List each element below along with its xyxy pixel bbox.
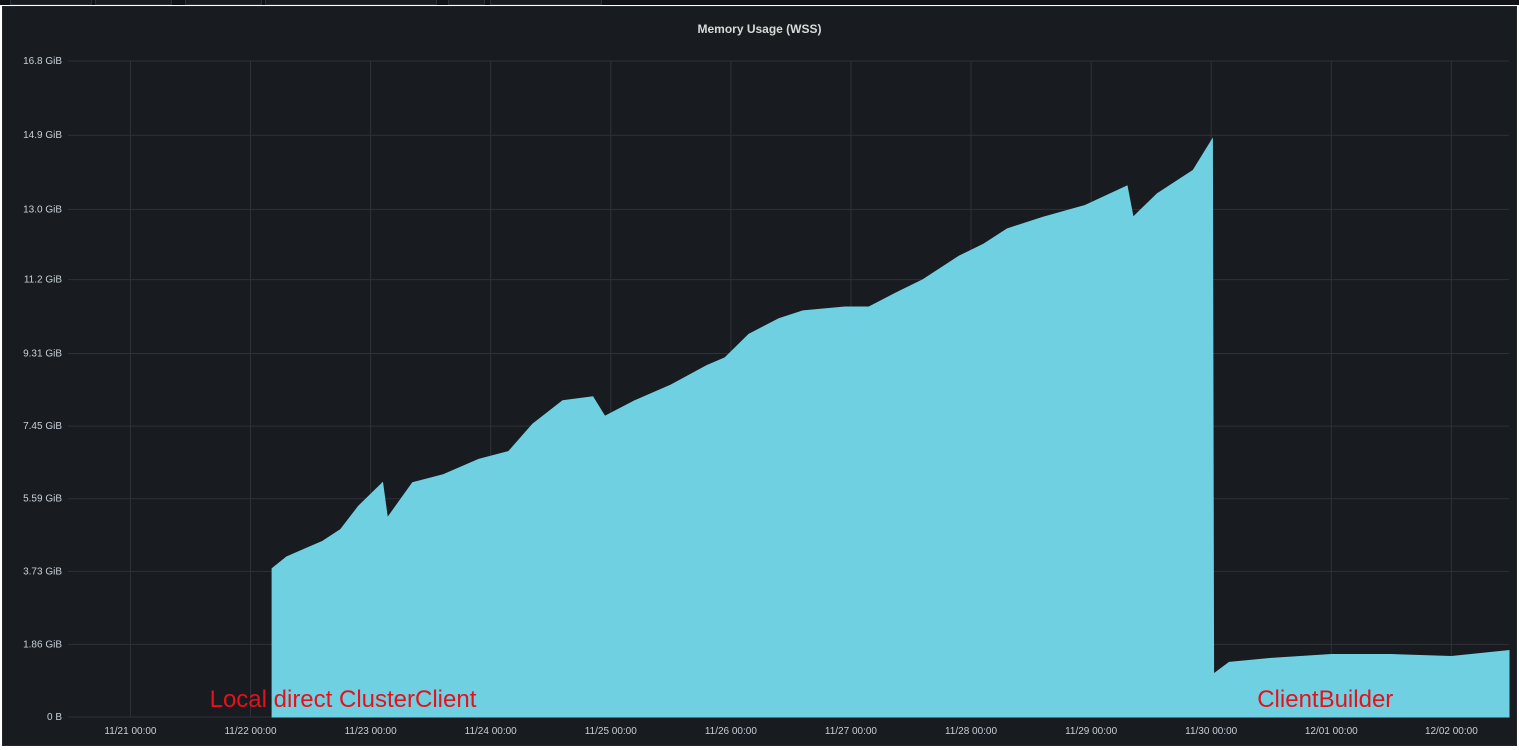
toolbar-tab[interactable] — [95, 0, 172, 5]
dashboard-top-strip — [0, 0, 1519, 5]
y-tick-label: 14.9 GiB — [23, 130, 62, 141]
x-tick-label: 11/24 00:00 — [465, 726, 518, 737]
y-tick-label: 3.73 GiB — [23, 566, 62, 577]
y-tick-label: 16.8 GiB — [23, 56, 62, 67]
y-tick-label: 1.86 GiB — [23, 639, 62, 650]
toolbar-tab[interactable] — [448, 0, 485, 5]
annotations: Local direct ClusterClient ClientBuilder — [210, 686, 1394, 713]
series-area[interactable] — [271, 137, 1510, 718]
annotation-label: ClientBuilder — [1257, 686, 1393, 713]
toolbar-tab[interactable] — [265, 0, 437, 5]
x-tick-label: 12/02 00:00 — [1425, 726, 1478, 737]
panel-title[interactable]: Memory Usage (WSS) — [697, 22, 822, 36]
toolbar-tab[interactable] — [490, 0, 602, 5]
x-tick-label: 11/29 00:00 — [1065, 726, 1118, 737]
x-tick-label: 11/23 00:00 — [345, 726, 398, 737]
x-tick-label: 11/21 00:00 — [104, 726, 157, 737]
x-tick-label: 11/25 00:00 — [585, 726, 638, 737]
toolbar-tab[interactable] — [10, 0, 92, 5]
toolbar-tab[interactable] — [185, 0, 262, 5]
x-axis-ticks: 11/21 00:00 11/22 00:00 11/23 00:00 11/24 0… — [104, 726, 1478, 737]
y-tick-label: 9.31 GiB — [23, 348, 62, 359]
y-tick-label: 5.59 GiB — [23, 494, 62, 505]
x-tick-label: 12/01 00:00 — [1305, 726, 1358, 737]
y-tick-label: 7.45 GiB — [23, 421, 62, 432]
x-tick-label: 11/27 00:00 — [825, 726, 878, 737]
x-tick-label: 11/30 00:00 — [1185, 726, 1238, 737]
y-tick-label: 13.0 GiB — [23, 204, 62, 215]
annotation-label: Local direct ClusterClient — [210, 686, 477, 713]
y-axis-ticks: 0 B 1.86 GiB 3.73 GiB 5.59 GiB 7.45 GiB 9.31 … — [23, 56, 62, 723]
x-tick-label: 11/22 00:00 — [224, 726, 277, 737]
y-tick-label: 0 B — [47, 712, 62, 723]
y-tick-label: 11.2 GiB — [24, 275, 62, 286]
x-tick-label: 11/28 00:00 — [945, 726, 998, 737]
area-series — [271, 137, 1510, 718]
x-tick-label: 11/26 00:00 — [705, 726, 758, 737]
